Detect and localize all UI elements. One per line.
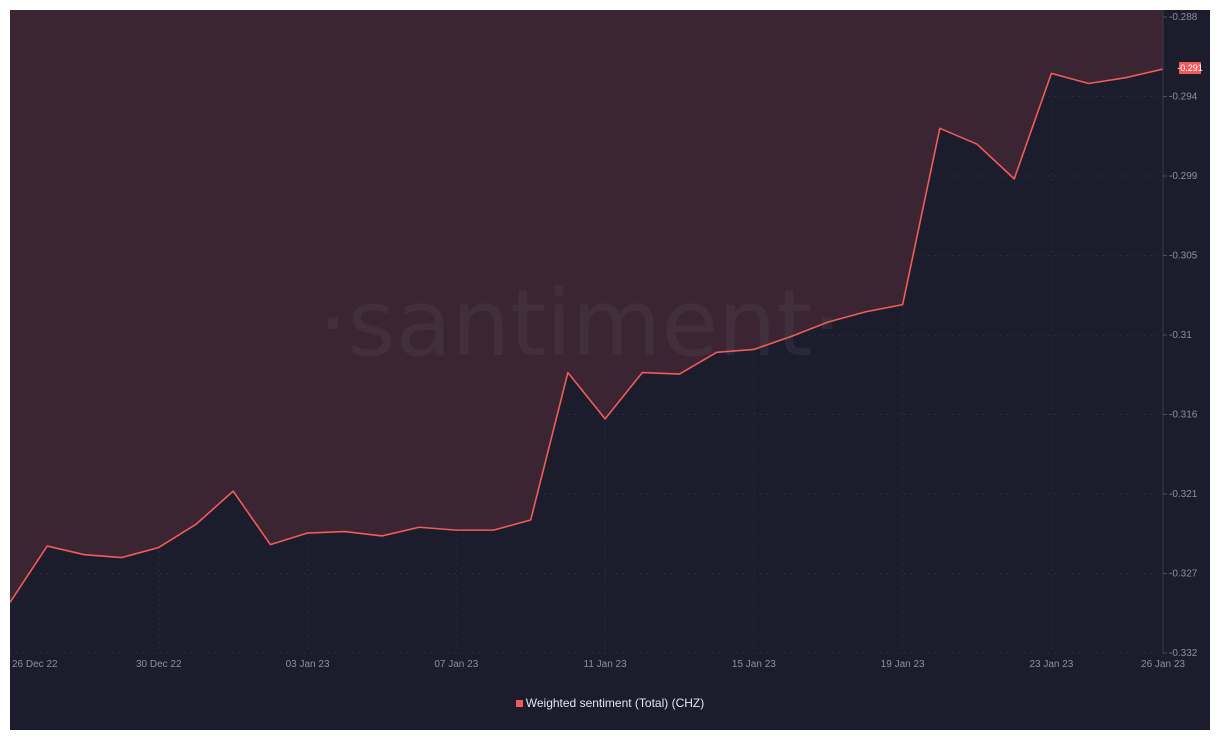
chart-frame: ·santiment· -0.288 -0.294 -0.299 -0.305 -0.3… [10, 10, 1210, 730]
x-tick-label: 11 Jan 23 [584, 659, 628, 670]
series-line [10, 68, 1164, 603]
x-tick-label: 26 Jan 23 [1141, 659, 1185, 670]
y-tick-label: -0.299 [1169, 171, 1198, 182]
x-tick-label: 19 Jan 23 [881, 659, 925, 670]
x-tick-label: 07 Jan 23 [434, 659, 478, 670]
data-point [120, 556, 122, 558]
y-tick-label: -0.305 [1169, 251, 1198, 262]
data-point [195, 523, 197, 525]
data-point [530, 519, 532, 521]
data-point [306, 532, 308, 534]
y-tick-label: -0.316 [1169, 410, 1198, 421]
x-tick-label: 03 Jan 23 [286, 659, 330, 670]
data-point [418, 526, 420, 528]
last-value-label: -0.291 [1177, 63, 1203, 73]
data-point [1050, 72, 1052, 74]
data-point [901, 303, 903, 305]
data-point [46, 545, 48, 547]
data-point [790, 335, 792, 337]
last-value-marker: -0.291 [1177, 62, 1203, 75]
data-point [678, 373, 680, 375]
y-tick-label: -0.332 [1169, 648, 1198, 659]
x-tick-label: 15 Jan 23 [732, 659, 776, 670]
data-point [158, 546, 160, 548]
legend-label: Weighted sentiment (Total) (CHZ) [525, 696, 705, 710]
data-point [753, 348, 755, 350]
data-point [1087, 82, 1089, 84]
data-point [455, 529, 457, 531]
data-point [492, 529, 494, 531]
data-point [381, 535, 383, 537]
y-tick-label: -0.321 [1169, 489, 1198, 500]
x-tick-label: 26 Dec 22 [12, 659, 58, 670]
data-point [1125, 77, 1127, 79]
data-point [1013, 178, 1015, 180]
data-point [344, 530, 346, 532]
x-tick-label: 30 Dec 22 [136, 659, 182, 670]
data-point [715, 351, 717, 353]
data-point [864, 311, 866, 313]
data-point [232, 490, 234, 492]
y-axis-ticks: -0.288 -0.294 -0.299 -0.305 -0.31 -0.316 -0.32… [1163, 12, 1198, 659]
chart-canvas: ·santiment· -0.288 -0.294 -0.299 -0.305 -0.3… [10, 10, 1203, 670]
area-above-line [10, 10, 1163, 603]
legend-swatch [515, 700, 523, 707]
data-point [567, 371, 569, 373]
data-point [269, 543, 271, 545]
last-value-badge [1179, 62, 1201, 75]
data-point [83, 554, 85, 556]
x-axis-ticks: 26 Dec 22 30 Dec 22 03 Jan 23 07 Jan 23 11 J… [12, 659, 1185, 670]
watermark-text: ·santiment· [318, 270, 841, 377]
data-point [827, 321, 829, 323]
y-tick-label: -0.294 [1169, 92, 1198, 103]
y-tick-label: -0.31 [1169, 330, 1192, 341]
y-tick-label: -0.288 [1169, 12, 1198, 23]
data-point [976, 143, 978, 145]
x-tick-label: 23 Jan 23 [1029, 659, 1073, 670]
data-point [604, 418, 606, 420]
chart-legend[interactable]: Weighted sentiment (Total) (CHZ) [10, 696, 1210, 710]
data-point [641, 371, 643, 373]
y-tick-label: -0.327 [1169, 569, 1198, 580]
data-point [939, 127, 941, 129]
